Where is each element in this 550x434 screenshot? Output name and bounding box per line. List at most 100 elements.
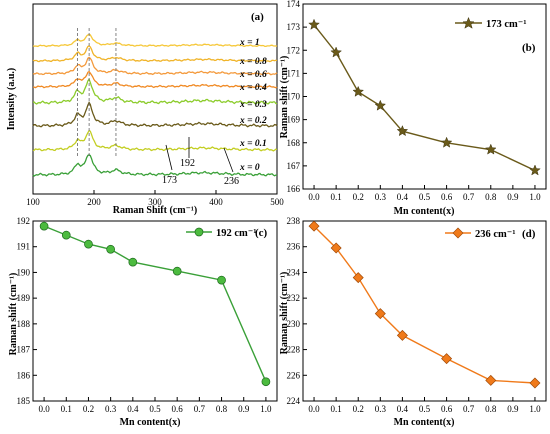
data-point-0 (39, 221, 49, 231)
xtick-label: 0.2 (83, 404, 94, 414)
panel-c-frame (32, 220, 278, 402)
panel-c-legend-circle (194, 227, 204, 237)
spectrum-label-4: x = 0.4 (239, 83, 267, 93)
ytick-label: 189 (17, 293, 31, 303)
panel-c-legend-label: 192 cm⁻¹ (216, 228, 256, 239)
xtick-label: 1.0 (260, 404, 272, 414)
a-xtick-label: 100 (26, 197, 40, 207)
panel-c-192: 0.0 0.1 0.2 0.3 0.4 0.5 0.6 0.7 0.8 0.9 1.0 185 186 1… (8, 216, 278, 428)
arrow-173 (165, 144, 173, 171)
a-xtick-label: 200 (87, 197, 101, 207)
xtick-label: 1.0 (529, 192, 541, 202)
panel-b-173: 0.0 0.1 0.2 0.3 0.4 0.5 0.6 0.7 0.8 0.9 1.0 166 167 1… (279, 0, 547, 217)
ytick-label: 230 (287, 319, 301, 329)
annotation-236: 236 (224, 176, 239, 187)
ytick-label: 172 (287, 45, 301, 55)
ytick-label: 226 (287, 370, 301, 380)
panel-b-plot: 0.0 0.1 0.2 0.3 0.4 0.5 0.6 0.7 0.8 0.9 1.0 166 167 1… (287, 0, 542, 202)
ytick-label: 188 (17, 319, 31, 329)
xtick-label: 0.2 (353, 404, 364, 414)
spectrum-trace-3 (32, 77, 278, 105)
xtick-label: 0.9 (507, 404, 519, 414)
data-point-3 (374, 308, 386, 320)
ytick-label: 192 (17, 216, 31, 226)
panel-b-xlabel: Mn content(x) (394, 206, 455, 217)
spectrum-trace-7 (32, 33, 278, 48)
xtick-label: 0.8 (216, 404, 228, 414)
a-xtick-label: 300 (148, 197, 162, 207)
panel-d-ylabel: Raman shift (cm⁻¹) (279, 272, 290, 355)
panel-a-x-ticks: 100 200 300 400 500 (26, 190, 284, 207)
spectrum-label-3: x = 0.3 (239, 100, 267, 110)
panel-a-dashed-lines (77, 28, 117, 158)
data-point-7 (529, 164, 541, 176)
xtick-label: 0.3 (105, 404, 117, 414)
data-point-2 (352, 272, 364, 284)
xtick-label: 0.5 (419, 404, 431, 414)
spectrum-label-7: x = 1 (239, 38, 260, 48)
ytick-label: 238 (287, 216, 301, 226)
data-point-6 (217, 275, 226, 285)
a-xtick-label: 400 (209, 197, 223, 207)
xtick-label: 0.5 (149, 404, 161, 414)
panel-d-xlabel: Mn content(x) (394, 417, 455, 428)
panel-a-ylabel: Intensity (a.u.) (6, 68, 17, 131)
ytick-label: 167 (287, 161, 301, 171)
xtick-label: 0.6 (441, 192, 453, 202)
ytick-label: 234 (287, 267, 301, 277)
data-point-0 (308, 220, 320, 232)
xtick-label: 0.6 (172, 404, 184, 414)
data-point-4 (396, 329, 408, 341)
spectrum-trace-4 (32, 70, 278, 89)
ytick-label: 185 (17, 396, 31, 406)
data-point-2 (84, 239, 93, 249)
spectrum-trace-0 (32, 154, 277, 177)
panel-b-legend-label: 173 cm⁻¹ (486, 19, 526, 30)
panel-b-ylabel: Raman shift (cm⁻¹) (279, 56, 290, 139)
xtick-label: 0.7 (463, 404, 475, 414)
xtick-label: 0.7 (463, 192, 475, 202)
panel-c-ylabel: Raman shift (cm⁻¹) (8, 273, 19, 356)
xtick-label: 0.4 (397, 404, 409, 414)
panel-d-legend: 236 cm⁻¹ (445, 227, 515, 240)
ytick-label: 190 (17, 267, 31, 277)
data-point-1 (61, 230, 71, 240)
panel-c-xlabel: Mn content(x) (120, 417, 181, 428)
data-point-4 (396, 125, 409, 137)
panel-d-plot: 0.0 0.1 0.2 0.3 0.4 0.5 0.6 0.7 0.8 0.9 1.0 224 226 2… (287, 216, 542, 414)
spectrum-label-1: x = 0.1 (239, 139, 267, 149)
xtick-label: 0.9 (238, 404, 250, 414)
xtick-label: 0.5 (419, 192, 431, 202)
ytick-label: 166 (287, 184, 301, 194)
ytick-label: 169 (287, 115, 301, 125)
ytick-label: 191 (17, 242, 31, 252)
panel-b-frame (302, 3, 547, 190)
xtick-label: 0.8 (485, 192, 497, 202)
panel-a-annotations: 173 192 236 (162, 137, 239, 187)
data-point-6 (484, 143, 497, 155)
data-point-7 (529, 377, 541, 389)
ytick-label: 171 (287, 68, 301, 78)
data-point-7 (261, 377, 271, 387)
a-xtick-label: 500 (270, 197, 284, 207)
panel-c-plot: 0.0 0.1 0.2 0.3 0.4 0.5 0.6 0.7 0.8 0.9 1.0 185 186 1… (17, 216, 273, 414)
data-point-4 (128, 257, 138, 267)
xtick-label: 0.1 (331, 404, 342, 414)
data-point-3 (374, 99, 387, 111)
panel-a-label: (a) (251, 11, 264, 23)
xtick-label: 0.6 (441, 404, 453, 414)
xtick-label: 0.8 (485, 404, 497, 414)
panel-a-series-labels: x = 0 x = 0.1 x = 0.2 x = 0.3 x = 0.4 x = 0.6… (239, 38, 267, 173)
xtick-label: 0.0 (308, 192, 320, 202)
xtick-label: 0.0 (308, 404, 320, 414)
ytick-label: 170 (287, 92, 301, 102)
ytick-label: 174 (287, 0, 301, 9)
xtick-label: 0.1 (61, 404, 72, 414)
spectrum-label-5: x = 0.6 (239, 70, 267, 80)
xtick-label: 0.7 (194, 404, 206, 414)
data-point-3 (106, 244, 115, 254)
panel-c-label: (c) (255, 227, 268, 239)
ytick-label: 186 (17, 370, 31, 380)
